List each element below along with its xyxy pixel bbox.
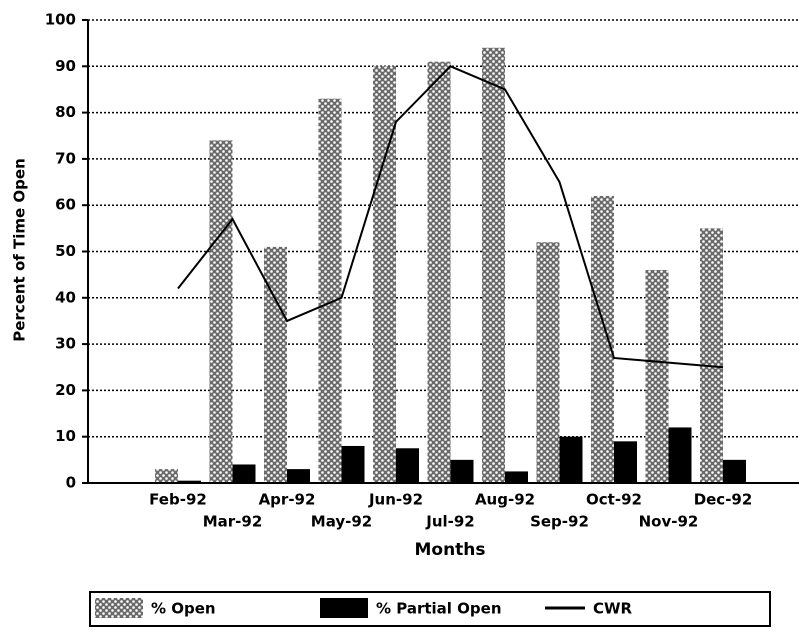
- y-tick-label: 30: [55, 335, 76, 353]
- line: [177, 65, 724, 369]
- x-tick-label: Sep-92: [530, 513, 589, 531]
- bar: [287, 469, 310, 483]
- bar: [559, 436, 583, 483]
- bar: [396, 448, 419, 483]
- bar: [482, 47, 505, 483]
- y-tick-label: 60: [55, 196, 76, 214]
- legend-swatch: [320, 598, 368, 618]
- bar: [614, 441, 637, 483]
- bar: [723, 459, 746, 483]
- y-tick-label: 40: [55, 288, 76, 306]
- bar: [450, 459, 474, 483]
- bar: [505, 471, 528, 483]
- bar: [373, 66, 396, 484]
- legend-label: % Open: [151, 600, 216, 618]
- x-tick-label: Nov-92: [639, 513, 699, 531]
- x-tick-label: Mar-92: [203, 513, 263, 531]
- y-tick-label: 100: [45, 11, 76, 29]
- x-tick-label: Jul-92: [425, 513, 475, 531]
- x-tick-label: May-92: [311, 513, 372, 531]
- legend-label: CWR: [593, 600, 633, 618]
- bar: [700, 228, 723, 483]
- y-tick-label: 10: [55, 427, 76, 445]
- bar: [536, 242, 560, 483]
- bar: [668, 427, 692, 483]
- bar: [591, 195, 614, 483]
- y-tick-label: 90: [55, 57, 76, 75]
- x-tick-label: Oct-92: [586, 491, 642, 509]
- legend-swatch: [95, 598, 143, 618]
- x-tick-label: Dec-92: [694, 491, 753, 509]
- bar: [645, 270, 669, 483]
- bar: [264, 246, 287, 483]
- bar: [341, 445, 365, 483]
- y-tick-label: 70: [55, 149, 76, 167]
- bar: [318, 98, 342, 484]
- legend-label: % Partial Open: [376, 600, 502, 618]
- y-tick-label: 50: [55, 242, 76, 260]
- y-tick-label: 0: [66, 474, 76, 492]
- bar: [178, 480, 201, 483]
- x-axis-label: Months: [414, 540, 485, 560]
- y-axis-label: Percent of Time Open: [11, 158, 29, 342]
- legend-box: [89, 591, 771, 627]
- y-tick-label: 80: [55, 103, 76, 121]
- bar: [427, 61, 451, 484]
- bar: [209, 140, 233, 483]
- x-tick-label: Apr-92: [259, 491, 316, 509]
- x-tick-label: Aug-92: [475, 491, 535, 509]
- bar: [155, 469, 178, 483]
- bar: [232, 464, 256, 483]
- y-tick-label: 20: [55, 381, 76, 399]
- x-tick-label: Feb-92: [149, 491, 207, 509]
- x-tick-label: Jun-92: [368, 491, 423, 509]
